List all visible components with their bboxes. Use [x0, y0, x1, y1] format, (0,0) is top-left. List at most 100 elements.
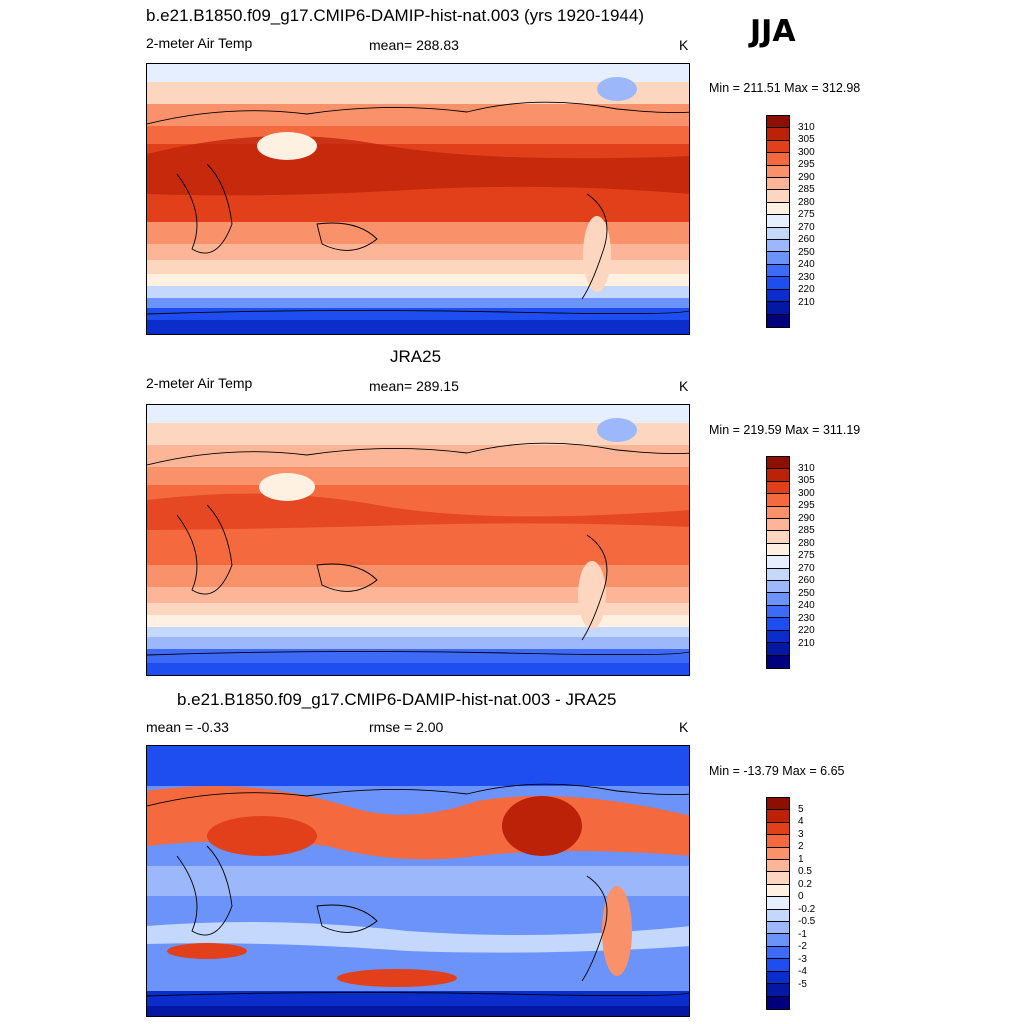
colorbar-label: 300	[798, 487, 815, 499]
colorbar-label: 220	[798, 284, 815, 296]
panel-2-colorbar	[766, 456, 790, 669]
colorbar-label: 3	[798, 828, 804, 840]
colorbar-swatch	[767, 971, 789, 985]
colorbar-swatch	[767, 302, 789, 315]
colorbar-label: 230	[798, 612, 815, 624]
colorbar-swatch	[767, 140, 789, 154]
colorbar-label: 0.2	[798, 878, 812, 890]
colorbar-label: 310	[798, 121, 815, 133]
colorbar-swatch	[767, 872, 789, 885]
colorbar-swatch	[767, 643, 789, 656]
colorbar-swatch	[767, 494, 789, 507]
colorbar-swatch	[767, 531, 789, 544]
panel-3-mean-label: mean = -0.33	[146, 719, 229, 735]
season-label: JJA	[750, 14, 796, 49]
panel-1-title: b.e21.B1850.f09_g17.CMIP6-DAMIP-hist-nat…	[146, 6, 644, 25]
colorbar-swatch	[767, 996, 789, 1009]
colorbar-label: 260	[798, 234, 815, 246]
colorbar-swatch	[767, 506, 789, 520]
colorbar-swatch	[767, 655, 789, 668]
colorbar-label: 4	[798, 816, 804, 828]
panel-2-title: JRA25	[390, 347, 442, 366]
colorbar-swatch	[767, 922, 789, 935]
colorbar-swatch	[767, 215, 789, 228]
colorbar-swatch	[767, 165, 789, 179]
colorbar-swatch	[767, 860, 789, 873]
colorbar-label: 275	[798, 550, 815, 562]
colorbar-swatch	[767, 605, 789, 619]
colorbar-label: 210	[798, 296, 815, 308]
colorbar-label: 290	[798, 512, 815, 524]
colorbar-swatch	[767, 277, 789, 290]
colorbar-label: 280	[798, 196, 815, 208]
colorbar-swatch	[767, 227, 789, 241]
colorbar-label: -2	[798, 941, 807, 953]
panel-3-units: K	[679, 719, 689, 735]
panel-1-minmax: Min = 211.51 Max = 312.98	[709, 81, 861, 95]
colorbar-label: 270	[798, 221, 815, 233]
colorbar-swatch	[767, 314, 789, 327]
colorbar-label: 1	[798, 853, 804, 865]
colorbar-swatch	[767, 457, 789, 470]
colorbar-label: 285	[798, 525, 815, 537]
colorbar-swatch	[767, 543, 789, 557]
colorbar-label: 5	[798, 803, 804, 815]
colorbar-label: 305	[798, 134, 815, 146]
colorbar-swatch	[767, 959, 789, 972]
colorbar-label: 0.5	[798, 866, 812, 878]
colorbar-swatch	[767, 252, 789, 265]
colorbar-swatch	[767, 240, 789, 253]
colorbar-swatch	[767, 190, 789, 203]
colorbar-swatch	[767, 469, 789, 482]
colorbar-swatch	[767, 984, 789, 997]
panel-3-minmax: Min = -13.79 Max = 6.65	[709, 764, 845, 778]
colorbar-swatch	[767, 481, 789, 495]
colorbar-label: -0.2	[798, 903, 816, 915]
colorbar-label: -3	[798, 953, 807, 965]
panel-1-map	[146, 63, 690, 335]
colorbar-swatch	[767, 116, 789, 129]
panel-2-units: K	[679, 378, 689, 394]
colorbar-label: 210	[798, 637, 815, 649]
panel-2-minmax: Min = 219.59 Max = 311.19	[709, 423, 861, 437]
colorbar-label: 295	[798, 500, 815, 512]
colorbar-swatch	[767, 798, 789, 811]
colorbar-label: 220	[798, 625, 815, 637]
colorbar-swatch	[767, 934, 789, 947]
colorbar-swatch	[767, 289, 789, 303]
colorbar-swatch	[767, 884, 789, 898]
colorbar-swatch	[767, 909, 789, 923]
colorbar-label: 2	[798, 841, 804, 853]
colorbar-swatch	[767, 178, 789, 191]
colorbar-swatch	[767, 153, 789, 166]
colorbar-label: 290	[798, 171, 815, 183]
panel-1-units: K	[679, 37, 689, 53]
colorbar-label: 0	[798, 891, 804, 903]
colorbar-swatch	[767, 128, 789, 141]
colorbar-label: 305	[798, 475, 815, 487]
colorbar-label: -4	[798, 966, 807, 978]
panel-2-map	[146, 404, 690, 676]
panel-3-rmse-label: rmse = 2.00	[369, 719, 444, 735]
colorbar-swatch	[767, 897, 789, 910]
colorbar-label: 300	[798, 146, 815, 158]
panel-1-mean-label: mean= 288.83	[369, 37, 459, 53]
colorbar-swatch	[767, 835, 789, 848]
colorbar-swatch	[767, 946, 789, 960]
colorbar-label: -5	[798, 978, 807, 990]
panel-1-variable-label: 2-meter Air Temp	[146, 35, 253, 51]
colorbar-swatch	[767, 581, 789, 594]
colorbar-label: 270	[798, 562, 815, 574]
colorbar-label: 310	[798, 462, 815, 474]
colorbar-swatch	[767, 593, 789, 606]
colorbar-swatch	[767, 630, 789, 644]
colorbar-label: 295	[798, 159, 815, 171]
colorbar-label: 230	[798, 271, 815, 283]
colorbar-swatch	[767, 556, 789, 569]
panel-1-colorbar	[766, 115, 790, 328]
colorbar-label: 260	[798, 575, 815, 587]
colorbar-swatch	[767, 519, 789, 532]
colorbar-swatch	[767, 810, 789, 823]
colorbar-label: 250	[798, 246, 815, 258]
colorbar-swatch	[767, 847, 789, 861]
